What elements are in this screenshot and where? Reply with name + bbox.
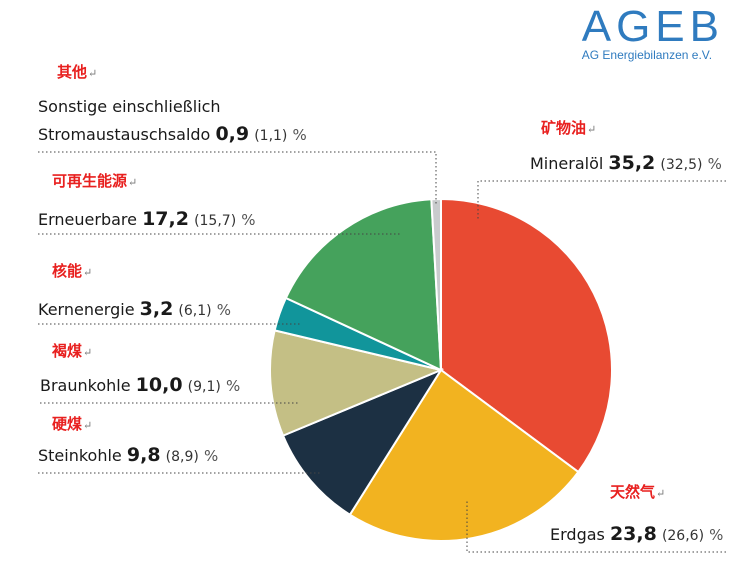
label-sonstige: Stromaustauschsaldo 0,9 (1,1) % — [38, 123, 307, 145]
label-mineraloel: Mineralöl 35,2 (32,5) % — [530, 152, 722, 174]
leader-line-mineraloel — [477, 180, 726, 220]
label-sonstige-line1: Sonstige einschließlich — [38, 97, 221, 116]
pie-slice-steinkohle — [281, 367, 444, 517]
value-braunkohle: 10,0 — [135, 374, 183, 396]
prev-steinkohle: (8,9) — [165, 449, 199, 465]
logo-name: AGEB — [581, 2, 724, 51]
logo-subtitle: AG Energiebilanzen e.V. — [581, 48, 713, 62]
prev-erdgas: (26,6) — [661, 528, 705, 544]
prev-erneuerbare: (15,7) — [194, 213, 237, 229]
prev-sonstige: (1,1) — [254, 128, 288, 144]
label-erneuerbare: Erneuerbare 17,2 (15,7) % — [38, 208, 256, 230]
label-cn-mineraloel: 矿物油↵ — [541, 119, 597, 137]
leader-lines — [38, 151, 726, 553]
ageb-logo: AGEB AG Energiebilanzen e.V. — [581, 2, 724, 63]
value-mineraloel: 35,2 — [608, 152, 656, 174]
prev-braunkohle: (9,1) — [187, 379, 221, 395]
label-erdgas: Erdgas 23,8 (26,6) % — [550, 523, 724, 545]
leader-line-sonstige — [38, 151, 437, 205]
label-cn-erneuerbare: 可再生能源↵ — [52, 172, 138, 190]
pie-slice-erdgas — [348, 368, 580, 542]
prev-mineraloel: (32,5) — [660, 157, 703, 173]
pie-slice-braunkohle — [269, 329, 445, 437]
value-kernenergie: 3,2 — [139, 298, 174, 320]
value-erneuerbare: 17,2 — [142, 208, 189, 230]
label-cn-sonstige: 其他↵ — [57, 63, 98, 81]
value-erdgas: 23,8 — [609, 523, 657, 545]
label-braunkohle: Braunkohle 10,0 (9,1) % — [40, 374, 241, 396]
prev-kernenergie: (6,1) — [178, 303, 212, 319]
value-sonstige: 0,9 — [215, 123, 250, 145]
label-cn-braunkohle: 褐煤↵ — [52, 342, 93, 360]
label-kernenergie: Kernenergie 3,2 (6,1) % — [38, 298, 231, 320]
value-steinkohle: 9,8 — [126, 444, 161, 466]
pie-slice-erneuerbare — [284, 198, 443, 372]
label-steinkohle: Steinkohle 9,8 (8,9) % — [38, 444, 219, 466]
label-cn-steinkohle: 硬煤↵ — [52, 415, 93, 433]
pie-slices — [269, 197, 613, 542]
label-cn-erdgas: 天然气↵ — [610, 483, 666, 501]
pie-slice-minerall — [440, 197, 613, 474]
label-cn-kernenergie: 核能↵ — [52, 262, 93, 280]
